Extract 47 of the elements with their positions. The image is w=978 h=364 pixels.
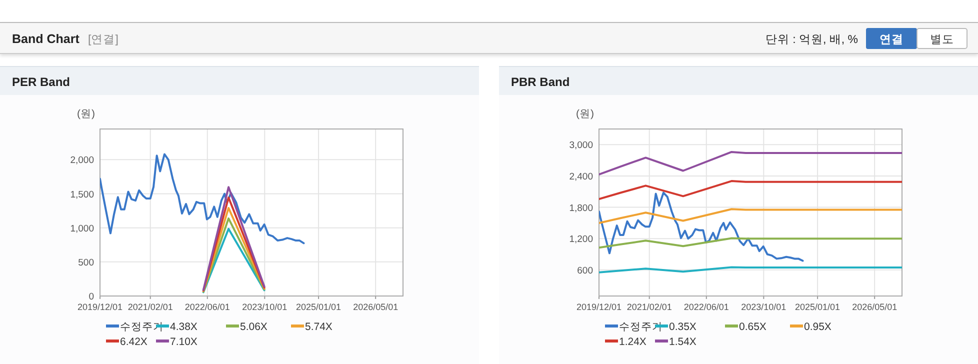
x-tick-label: 2022/06/01 (684, 302, 729, 312)
legend-label: 1.54X (669, 336, 696, 348)
y-tick-label: 500 (78, 257, 94, 268)
text: 단위 : 억원, 배, % (765, 34, 858, 46)
legend-label: 0.65X (739, 321, 766, 333)
x-tick-label: 2026/05/01 (852, 302, 898, 312)
legend-label: 7.10X (170, 336, 198, 348)
x-tick-label: 2023/10/01 (741, 302, 786, 312)
y-axis-title: (원) (576, 108, 594, 120)
legend-label: 5.74X (305, 321, 332, 333)
y-tick-label: 1,800 (569, 202, 593, 214)
y-tick-label: 2,000 (70, 155, 94, 166)
x-tick-label: 2023/10/01 (242, 302, 288, 312)
x-tick-label: 2019/12/01 (576, 302, 622, 312)
x-tick-label: 2025/01/01 (795, 302, 840, 312)
x-tick-label: 2025/01/01 (296, 302, 342, 312)
y-tick-label: 3,000 (569, 140, 593, 152)
x-tick-label: 2021/02/01 (626, 302, 672, 312)
line-series (599, 150, 902, 176)
y-tick-label: 2,400 (569, 171, 593, 182)
y-tick-label: 1,000 (70, 223, 94, 234)
line-series (100, 153, 305, 244)
y-tick-label: 600 (577, 265, 593, 276)
line-series (599, 208, 902, 224)
legend-label: 4.38X (170, 321, 198, 333)
legend-label: 1.24X (619, 336, 646, 348)
legend-label: 6.42X (120, 336, 148, 348)
legend-label: 0.95X (804, 321, 832, 333)
x-tick-label: 2022/06/01 (184, 302, 230, 312)
y-tick-label: 0 (88, 292, 94, 302)
text: 연결 (880, 33, 904, 46)
legend-label: 0.35X (669, 321, 696, 333)
y-axis-title: (원) (77, 108, 95, 120)
text: [연결] (88, 34, 118, 46)
line-series (599, 192, 804, 262)
text: Band Chart (12, 32, 80, 46)
line-series (599, 180, 902, 200)
text: 별도 (930, 34, 954, 46)
x-tick-label: 2026/05/01 (353, 302, 398, 312)
chart-title: PER Band (12, 75, 70, 89)
x-tick-label: 2021/02/01 (128, 302, 173, 312)
y-tick-label: 1,200 (569, 234, 593, 246)
legend-label: 5.06X (240, 321, 268, 333)
line-series (599, 237, 902, 249)
x-tick-label: 2019/12/01 (77, 302, 123, 312)
chart-title: PBR Band (511, 75, 570, 89)
y-tick-label: 1,500 (70, 189, 94, 200)
